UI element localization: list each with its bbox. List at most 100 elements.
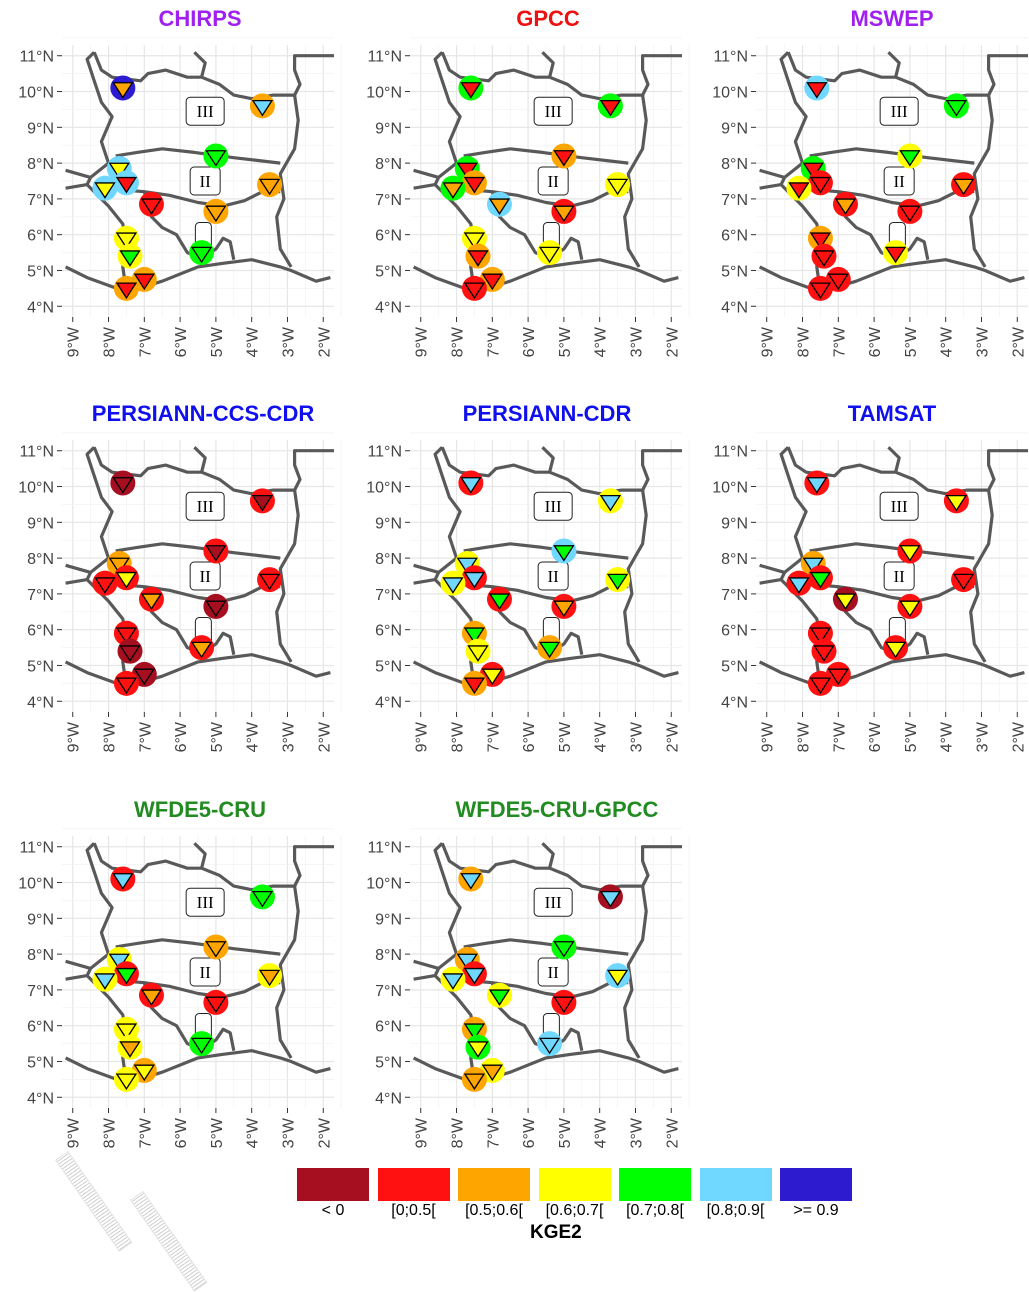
station-inner-triangle bbox=[467, 645, 489, 662]
station-inner-triangle bbox=[205, 545, 227, 562]
station-inner-triangle bbox=[467, 1041, 489, 1058]
x-tick-label: 3°W bbox=[280, 1117, 297, 1148]
station-inner-triangle bbox=[140, 198, 163, 215]
station-inner-triangle bbox=[599, 494, 622, 512]
border-line bbox=[65, 168, 92, 179]
station-marker bbox=[117, 243, 143, 269]
station-inner-triangle bbox=[133, 1064, 156, 1082]
y-tick-label: 8°N bbox=[375, 551, 402, 568]
zone-label-box bbox=[533, 96, 573, 126]
x-tick-label: 4°W bbox=[245, 721, 262, 752]
station-inner-triangle bbox=[599, 99, 622, 117]
panel-title-persiann-cdr: PERSIANN-CDR bbox=[462, 401, 632, 426]
y-tick-label: 9°N bbox=[375, 120, 402, 137]
y-tick-label: 11°N bbox=[367, 444, 402, 461]
border-line bbox=[463, 938, 629, 956]
x-tick-label: 8°W bbox=[796, 326, 813, 357]
x-tick-label: 8°W bbox=[102, 326, 119, 357]
border-line bbox=[65, 578, 88, 585]
y-tick-label: 10°N bbox=[18, 85, 54, 102]
zone-label: II bbox=[547, 963, 559, 982]
zone-label: III bbox=[891, 497, 908, 516]
station-marker bbox=[117, 1034, 143, 1060]
x-tick-label: 3°W bbox=[974, 721, 991, 752]
station-marker bbox=[249, 488, 275, 514]
x-tick-label: 5°W bbox=[209, 326, 226, 357]
station-inner-triangle bbox=[258, 969, 281, 987]
station-inner-triangle bbox=[553, 545, 575, 562]
y-tick-label: 7°N bbox=[721, 192, 748, 209]
gridlines bbox=[410, 828, 690, 1108]
x-tick-label: 3°W bbox=[628, 326, 645, 357]
station-inner-triangle bbox=[258, 573, 281, 591]
panel-title-gpcc: GPCC bbox=[516, 6, 580, 31]
station-marker bbox=[897, 198, 923, 224]
legend-swatch bbox=[699, 1168, 772, 1201]
border-line bbox=[275, 489, 300, 663]
station-marker bbox=[551, 593, 577, 619]
y-tick-label: 5°N bbox=[375, 1054, 402, 1071]
border-line bbox=[275, 94, 300, 268]
x-tick-label: 6°W bbox=[521, 326, 538, 357]
x-tick-label: 2°W bbox=[316, 721, 333, 752]
station-inner-triangle bbox=[94, 973, 116, 990]
legend-swatch bbox=[619, 1168, 691, 1201]
station-inner-triangle bbox=[809, 677, 832, 695]
x-tick-label: 9°W bbox=[414, 326, 431, 357]
station-inner-triangle bbox=[251, 99, 274, 117]
zone-label-box bbox=[189, 957, 221, 987]
station-marker bbox=[465, 243, 491, 269]
station-inner-triangle bbox=[834, 593, 857, 610]
station-inner-triangle bbox=[952, 573, 975, 591]
zone-label-box bbox=[537, 166, 569, 196]
station-marker bbox=[811, 638, 837, 664]
station-inner-triangle bbox=[112, 873, 134, 890]
station-marker bbox=[951, 172, 977, 198]
station-marker bbox=[832, 191, 858, 217]
x-tick-label: 4°W bbox=[593, 721, 610, 752]
station-marker bbox=[138, 191, 164, 217]
border-line bbox=[413, 974, 436, 981]
station-inner-triangle bbox=[94, 182, 116, 199]
station-marker bbox=[461, 565, 487, 591]
station-inner-triangle bbox=[463, 1073, 486, 1091]
station-marker bbox=[807, 565, 833, 591]
border-line bbox=[193, 842, 207, 869]
x-tick-label: 7°W bbox=[137, 721, 154, 752]
station-inner-triangle bbox=[538, 641, 561, 659]
border-line bbox=[463, 542, 629, 560]
border-line bbox=[969, 489, 994, 663]
station-inner-triangle bbox=[190, 641, 213, 659]
station-marker bbox=[189, 240, 215, 266]
x-tick-label: 7°W bbox=[831, 721, 848, 752]
zone-label-box bbox=[883, 166, 915, 196]
station-inner-triangle bbox=[115, 1073, 138, 1091]
station-marker bbox=[249, 884, 275, 910]
border-line bbox=[65, 959, 92, 970]
station-marker bbox=[203, 934, 229, 960]
y-tick-label: 11°N bbox=[713, 444, 748, 461]
station-marker bbox=[883, 240, 909, 266]
border-line bbox=[413, 183, 436, 190]
x-tick-label: 7°W bbox=[831, 326, 848, 357]
station-inner-triangle bbox=[553, 996, 575, 1014]
legend-label: < 0 bbox=[321, 1202, 345, 1219]
y-tick-label: 4°N bbox=[375, 694, 402, 711]
x-tick-label: 4°W bbox=[593, 1117, 610, 1148]
y-tick-label: 7°N bbox=[375, 983, 402, 1000]
y-tick-label: 4°N bbox=[27, 299, 54, 316]
x-tick-label: 9°W bbox=[66, 1117, 83, 1148]
x-tick-label: 3°W bbox=[628, 1117, 645, 1148]
x-tick-label: 7°W bbox=[485, 1117, 502, 1148]
border-line bbox=[759, 168, 786, 179]
x-tick-label: 6°W bbox=[867, 326, 884, 357]
station-inner-triangle bbox=[251, 494, 274, 512]
border-line bbox=[623, 94, 648, 268]
zone-label: III bbox=[545, 497, 562, 516]
station-marker bbox=[458, 470, 484, 496]
station-inner-triangle bbox=[809, 176, 832, 194]
y-tick-label: 4°N bbox=[27, 1090, 54, 1107]
x-tick-label: 2°W bbox=[1010, 326, 1027, 357]
